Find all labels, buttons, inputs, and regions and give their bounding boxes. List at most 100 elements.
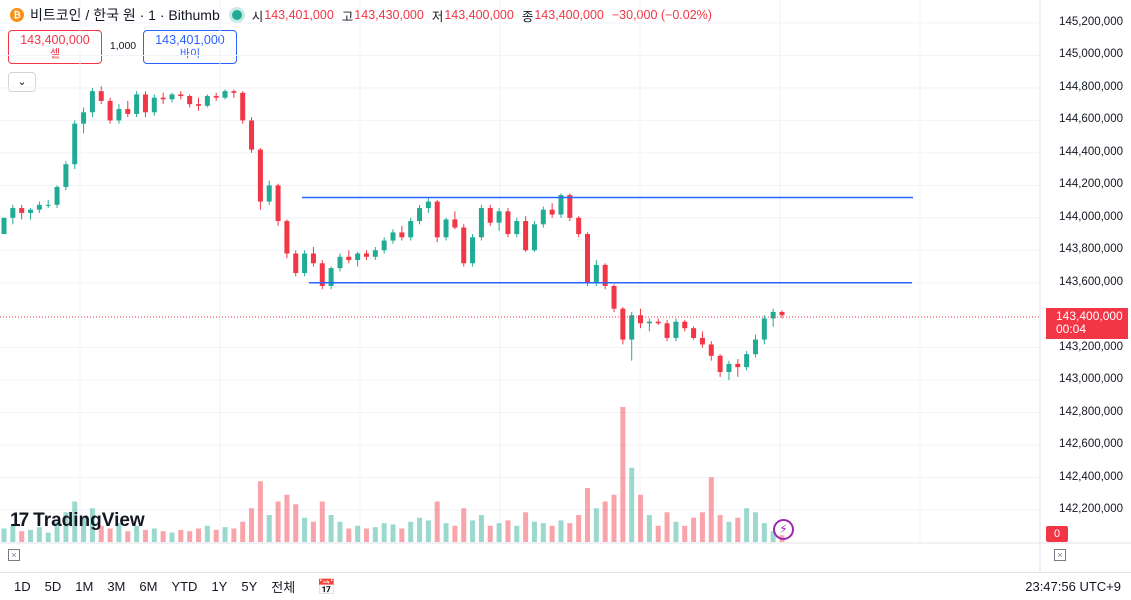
volume-bar [470, 520, 476, 542]
buy-label: 바이 [179, 48, 201, 60]
candle-body [638, 315, 644, 324]
volume-bar [169, 532, 175, 542]
candle-body [63, 164, 69, 187]
volume-bar [381, 523, 387, 542]
candle-body [319, 263, 325, 286]
candle-body [72, 123, 78, 165]
price-chart[interactable] [0, 0, 1131, 572]
candle-body [496, 211, 502, 223]
range-1y[interactable]: 1Y [211, 579, 228, 594]
volume-bar [655, 525, 661, 542]
volume-bar [36, 527, 42, 542]
volume-bar [363, 528, 369, 542]
candle-body [125, 109, 131, 114]
drawn-lines[interactable] [302, 196, 913, 284]
sell-button[interactable]: 143,400,000 셀 [8, 30, 102, 64]
candle-body [337, 256, 343, 269]
candle-body [310, 253, 316, 264]
candle-body [478, 208, 484, 238]
candle-body [196, 104, 201, 106]
volume-bar [549, 525, 555, 542]
volume-bar [257, 481, 263, 542]
volume-bar [372, 527, 378, 542]
volume-bar [408, 521, 414, 542]
candle-body [1, 217, 7, 235]
volume-bar [735, 517, 741, 542]
range-5d[interactable]: 5D [44, 579, 62, 594]
volume-bar [142, 529, 148, 542]
price-axis-tick: 143,200,000 [1059, 340, 1123, 353]
volume-bar [275, 501, 281, 542]
tradingview-logo[interactable]: 17 TradingView [10, 510, 145, 532]
candle-body [531, 224, 537, 251]
volume-bar [717, 515, 723, 542]
candle-body [505, 211, 511, 235]
candle-body [284, 221, 290, 254]
volume-bar [726, 521, 732, 542]
spread-value: 1,000 [109, 40, 137, 52]
range-ytd[interactable]: YTD [171, 579, 198, 594]
candle-body [231, 91, 237, 93]
price-axis-tick: 142,600,000 [1059, 438, 1123, 451]
range-6m[interactable]: 6M [139, 579, 158, 594]
candle-body [372, 250, 378, 257]
volume-bar [646, 515, 652, 542]
candle-body [355, 253, 361, 261]
volume-bar [249, 508, 255, 542]
calendar-icon[interactable]: 📅 [317, 578, 336, 596]
volume-bar [744, 508, 750, 542]
candle-body [36, 204, 42, 210]
price-axis-tick: 143,800,000 [1059, 243, 1123, 256]
price-change: −30,000 (−0.02%) [611, 8, 712, 22]
candle-body [178, 94, 184, 97]
tradingview-logo-text: TradingView [33, 510, 145, 531]
range-5y[interactable]: 5Y [241, 579, 258, 594]
volume-bar [28, 529, 34, 542]
volume-bar [673, 521, 679, 542]
candle-body [10, 208, 16, 218]
volume-bar [346, 528, 352, 542]
candle-body [275, 185, 281, 222]
chevron-down-icon[interactable]: ⌄ [8, 72, 36, 92]
range-3m[interactable]: 3M [107, 579, 126, 594]
clock[interactable]: 23:47:56 UTC+9 [1025, 579, 1121, 594]
candle-body [744, 354, 750, 368]
expand-icon-right[interactable]: × [1054, 549, 1066, 561]
volume-bar [425, 520, 431, 542]
range-1d[interactable]: 1D [14, 579, 31, 594]
candle-body [655, 321, 661, 324]
volume-bar [567, 523, 573, 542]
candle-body [399, 232, 405, 238]
lightning-icon[interactable]: ⚡ [773, 519, 794, 540]
range-all[interactable]: 전체 [271, 580, 296, 595]
volume-bar [602, 501, 608, 542]
candle-body [620, 308, 626, 340]
expand-icon-left[interactable]: × [8, 549, 20, 561]
volume-bar [752, 512, 758, 542]
bitcoin-icon: ₿ [10, 8, 24, 22]
volume-bar [593, 508, 599, 542]
volume-bar [699, 512, 705, 542]
volume-bar [81, 517, 87, 542]
candle-body [98, 91, 104, 101]
chart-header: ₿ 비트코인 / 한국 원 · 1 · Bithumb 시 143,401,000… [0, 0, 1040, 30]
volume-bar [664, 512, 670, 542]
candle-body [585, 234, 590, 283]
volume-bar [770, 531, 776, 542]
price-axis-tick: 142,200,000 [1059, 503, 1123, 515]
volume-bar [531, 521, 537, 542]
candle-body [266, 185, 272, 202]
range-1m[interactable]: 1M [75, 579, 94, 594]
volume-bar [19, 531, 25, 542]
volume-bar [328, 515, 334, 542]
candle-body [151, 97, 157, 113]
candle-body [452, 219, 458, 228]
symbol-title[interactable]: 비트코인 / 한국 원 · 1 · Bithumb [30, 7, 220, 23]
candle-body [461, 227, 467, 264]
market-status-dot [231, 10, 242, 20]
volume-bar [638, 494, 644, 542]
ohlc-low-key: 저 [431, 9, 444, 24]
candle-body [390, 232, 396, 241]
buy-button[interactable]: 143,401,000 바이 [143, 30, 237, 64]
candle-body [417, 208, 423, 222]
